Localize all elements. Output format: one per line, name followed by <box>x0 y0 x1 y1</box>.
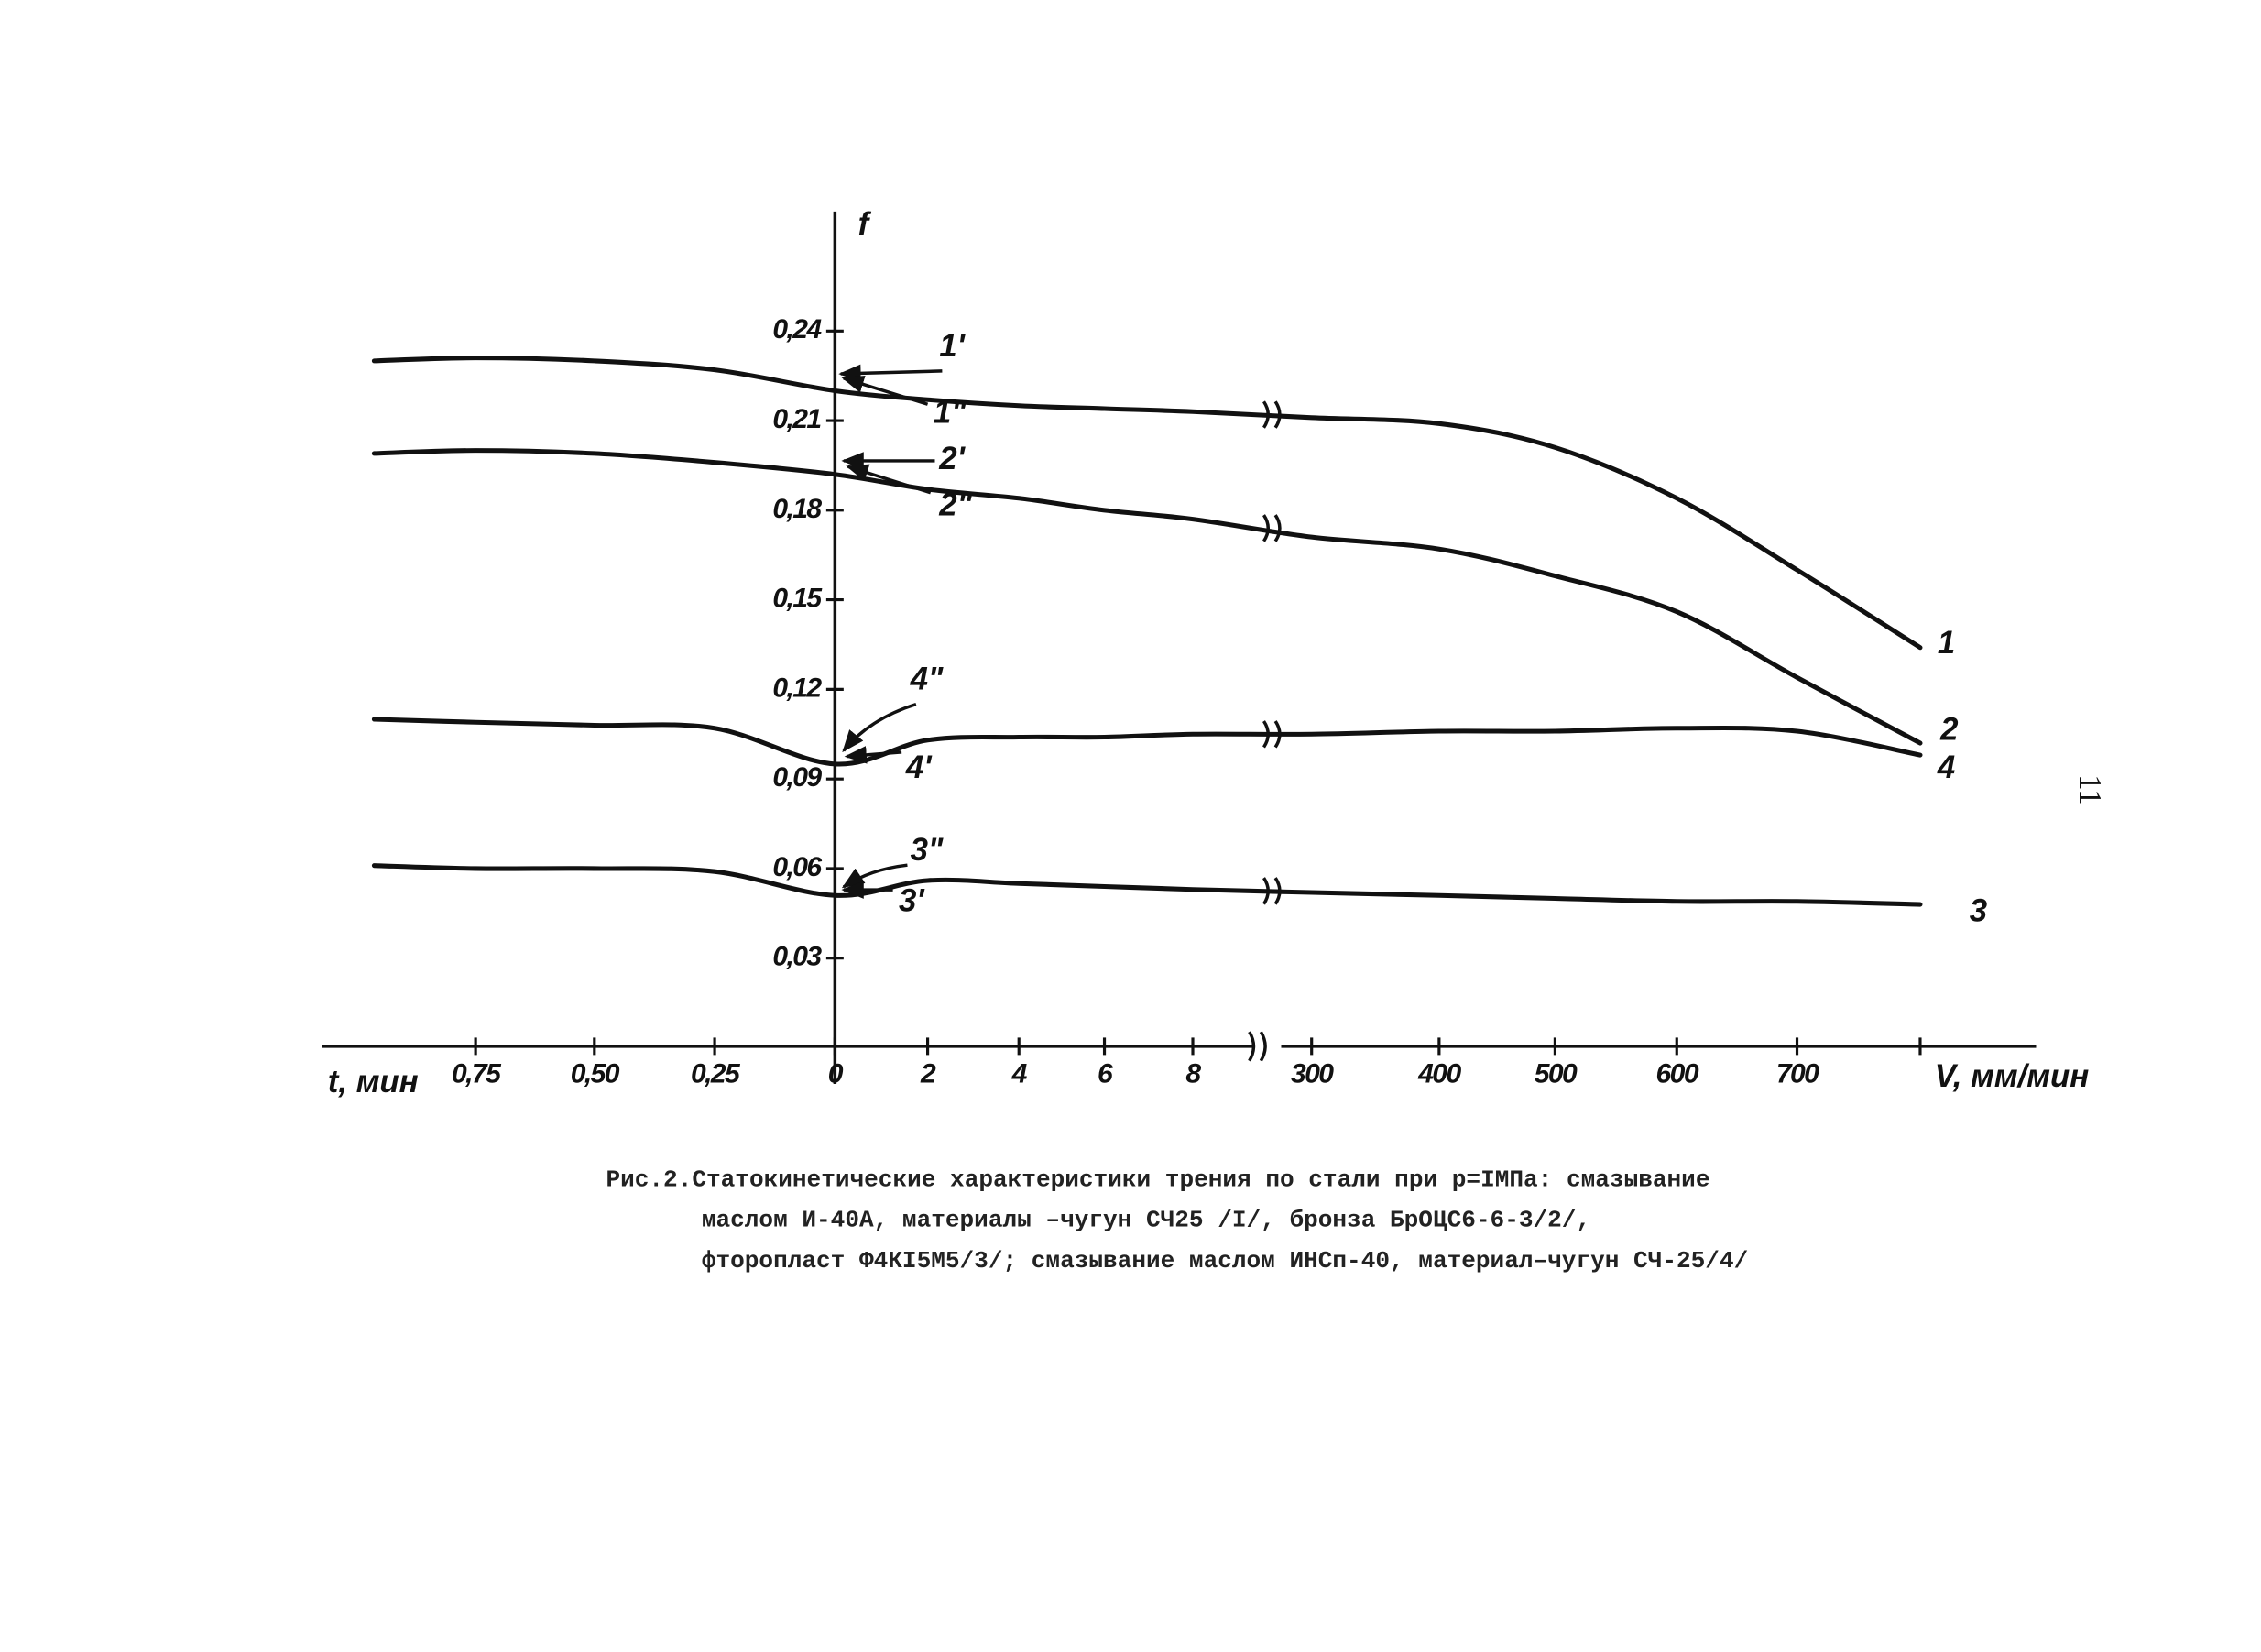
x-tick-label: 0,50 <box>571 1058 620 1089</box>
y-tick-label: 0,03 <box>772 942 822 972</box>
line-series <box>371 356 1923 651</box>
x-tick-label: 600 <box>1656 1058 1699 1089</box>
caption-line: фторопласт Ф4КI5М5/3/; смазывание маслом… <box>702 1247 1748 1275</box>
x-tick-label: 400 <box>1417 1058 1461 1089</box>
annotation: 3" <box>911 833 944 868</box>
annotation: 1" <box>934 396 967 431</box>
annotation-arrow <box>844 746 902 764</box>
caption-line: маслом И-40А, материалы –чугун СЧ25 /I/,… <box>702 1207 1590 1234</box>
line-series <box>371 717 1923 767</box>
y-tick-label: 0,09 <box>772 762 822 793</box>
x-tick-label: 0,25 <box>691 1058 741 1089</box>
curve-break <box>1262 400 1282 429</box>
y-tick-label: 0,24 <box>772 314 822 345</box>
caption-line: Рис.2.Статокинетические характеристики т… <box>606 1165 1709 1193</box>
page-number: 11 <box>2072 774 2108 805</box>
x-tick-label: 8 <box>1185 1058 1201 1089</box>
line-series <box>371 448 1923 746</box>
line-series <box>371 863 1923 907</box>
x-tick-label: 700 <box>1776 1058 1819 1089</box>
axis-break <box>1248 1031 1267 1062</box>
annotation-arrow <box>846 464 932 495</box>
x-axis-label-right: V, мм/мин <box>1935 1059 2089 1094</box>
y-tick-label: 0,15 <box>772 584 823 614</box>
curve-break <box>1262 514 1282 542</box>
annotation: 1' <box>939 329 966 364</box>
x-tick-label: 4 <box>1011 1058 1028 1089</box>
y-tick-label: 0,06 <box>772 852 822 882</box>
y-tick-label: 0,12 <box>772 673 822 703</box>
annotation: 2" <box>938 488 972 523</box>
annotation-arrow <box>842 702 917 753</box>
annotation: 4' <box>905 750 933 785</box>
annotation: 2' <box>938 442 966 476</box>
annotation-arrow <box>841 375 929 406</box>
y-axis-label: f <box>858 207 872 242</box>
series-label: 2 <box>1939 713 1958 748</box>
curve-break <box>1262 877 1282 905</box>
x-tick-label: 6 <box>1098 1058 1113 1089</box>
annotation: 4" <box>910 662 944 697</box>
x-tick-label: 300 <box>1291 1058 1334 1089</box>
x-tick-label: 0 <box>828 1058 844 1089</box>
annotation: 3' <box>899 884 925 919</box>
series-label: 4 <box>1937 750 1955 785</box>
curve-break <box>1262 720 1282 749</box>
x-tick-label: 2 <box>920 1058 936 1089</box>
series-label: 1 <box>1938 626 1955 661</box>
annotation-arrow <box>838 364 943 383</box>
y-tick-label: 0,21 <box>772 404 821 434</box>
x-tick-label: 0,75 <box>452 1058 502 1089</box>
y-tick-label: 0,18 <box>772 494 822 524</box>
x-axis-label-left: t, мин <box>328 1065 419 1100</box>
x-tick-label: 500 <box>1535 1058 1578 1089</box>
series-label: 3 <box>1970 894 1987 929</box>
